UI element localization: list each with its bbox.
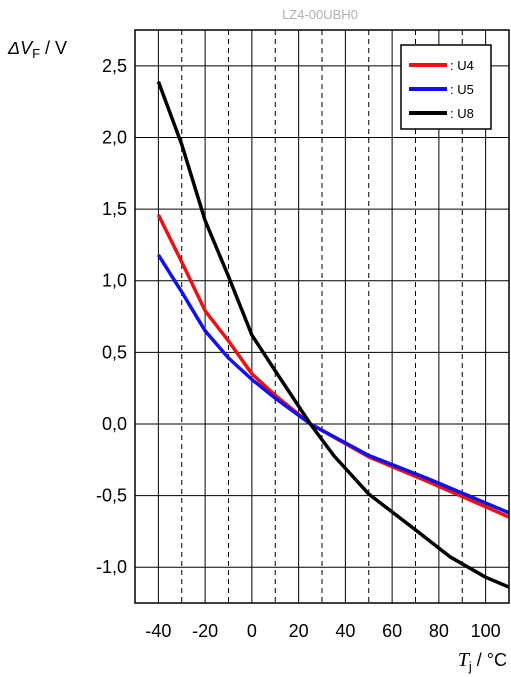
x-tick-label: -40 bbox=[145, 621, 171, 641]
x-tick-label: 60 bbox=[382, 621, 402, 641]
legend-label: : U4 bbox=[450, 58, 474, 73]
x-tick-label: 80 bbox=[429, 621, 449, 641]
legend: : U4 : U5 : U8 bbox=[400, 44, 492, 130]
y-tick-label: 0,0 bbox=[102, 414, 127, 434]
y-tick-labels: 2,5 2,0 1,5 1,0 0,5 0,0 -0,5 -1,0 bbox=[96, 56, 127, 577]
series-line-3 bbox=[156, 80, 510, 589]
y-tick-label: -1,0 bbox=[96, 557, 127, 577]
x-tick-label: 100 bbox=[471, 621, 501, 641]
x-tick-label: 0 bbox=[247, 621, 257, 641]
legend-label: : U5 bbox=[450, 82, 474, 97]
watermark: LZ4-00UBH0 bbox=[282, 7, 358, 22]
series-lines bbox=[156, 80, 510, 589]
y-tick-label: 2,0 bbox=[102, 127, 127, 147]
y-tick-label: -0,5 bbox=[96, 486, 127, 506]
y-tick-label: 1,0 bbox=[102, 271, 127, 291]
x-axis-label: Tj / °C bbox=[458, 649, 507, 674]
legend-label: : U8 bbox=[450, 106, 474, 121]
series-line-2 bbox=[156, 253, 510, 515]
x-tick-labels: -40 -20 0 20 40 60 80 100 bbox=[145, 621, 500, 641]
series-line-1 bbox=[156, 214, 510, 519]
plot-area bbox=[134, 29, 510, 604]
x-tick-label: 40 bbox=[335, 621, 355, 641]
x-tick-label: -20 bbox=[192, 621, 218, 641]
y-tick-label: 0,5 bbox=[102, 342, 127, 362]
y-axis-label: ΔVF / V bbox=[7, 38, 67, 61]
y-tick-label: 1,5 bbox=[102, 199, 127, 219]
x-tick-label: 20 bbox=[289, 621, 309, 641]
y-tick-label: 2,5 bbox=[102, 56, 127, 76]
